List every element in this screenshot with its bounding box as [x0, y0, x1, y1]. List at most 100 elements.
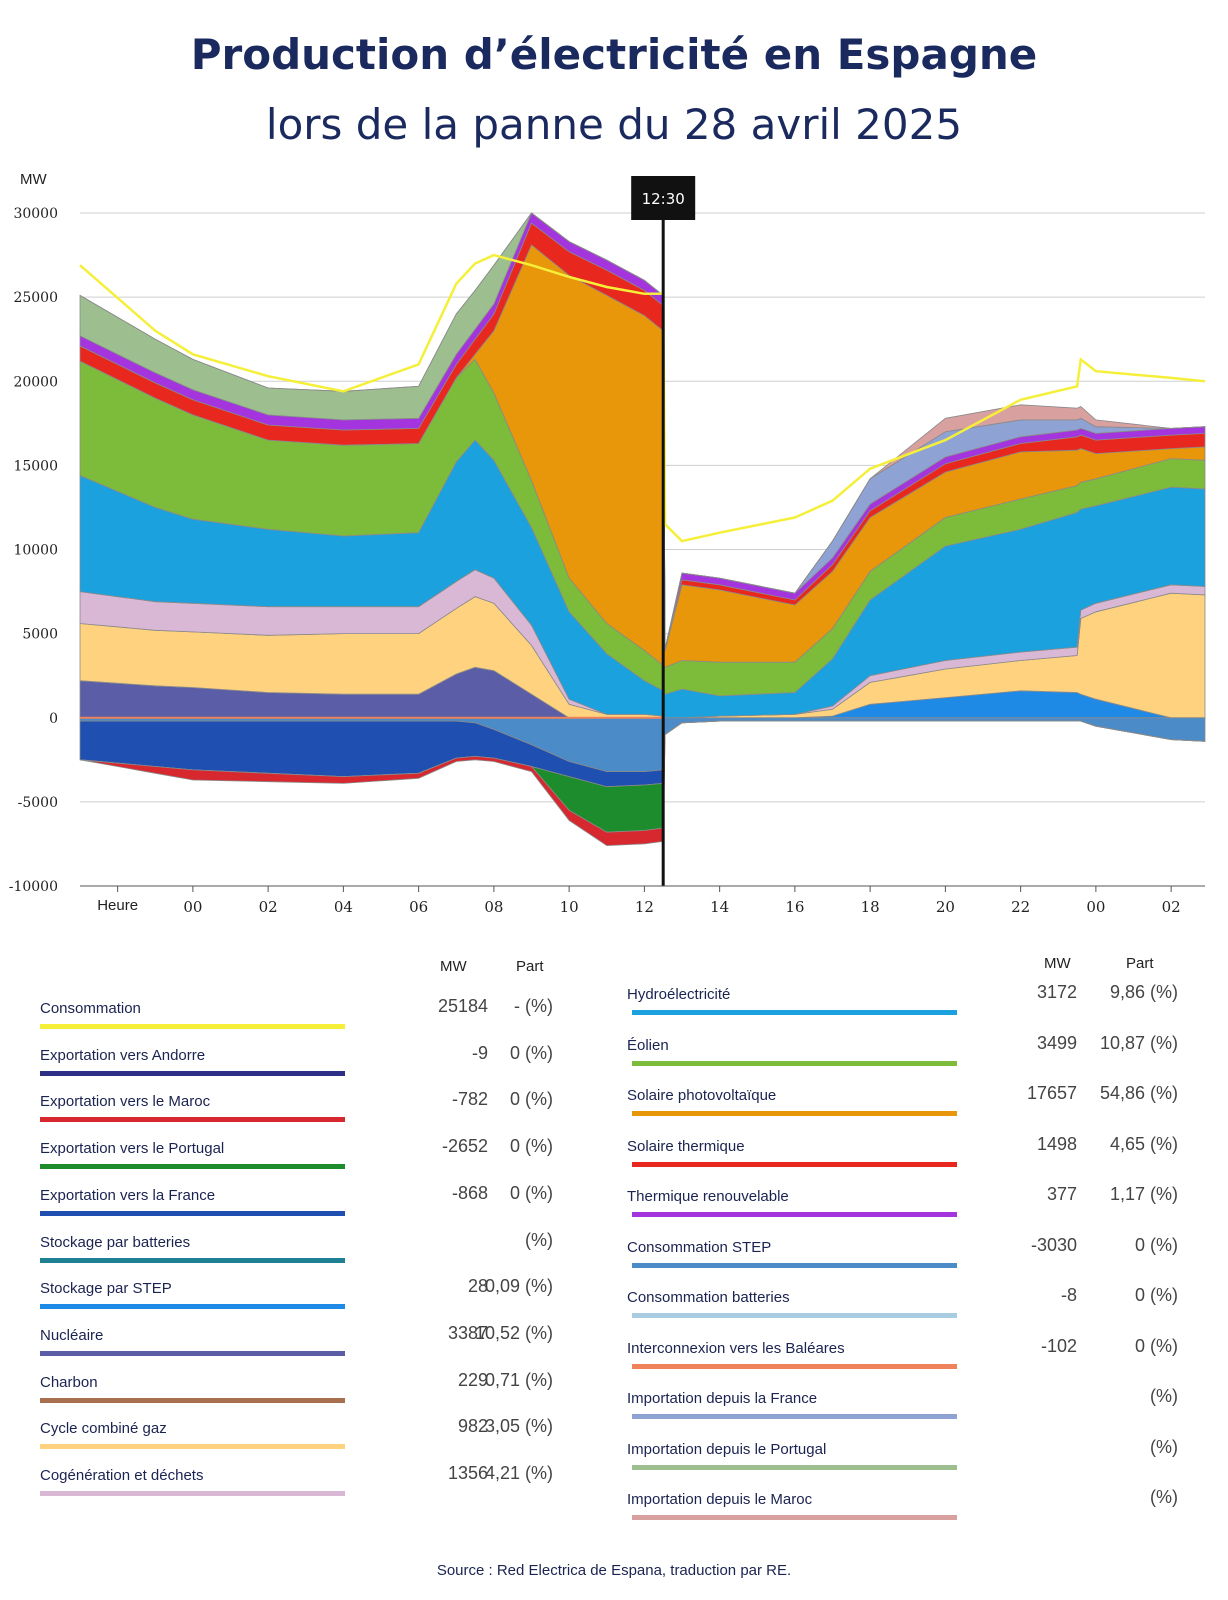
legend-label-consommation-batteries: Consommation batteries [627, 1289, 790, 1306]
chart-subtitle: lors de la panne du 28 avril 2025 [265, 100, 963, 149]
legend-part-thermique-renouvelable: 1,17 (%) [1109, 1184, 1178, 1204]
legend-part-nucleaire: 10,52 (%) [474, 1322, 553, 1343]
legend-label-exportation-vers-le-maroc: Exportation vers le Maroc [40, 1093, 211, 1111]
part-header-right: Part [1126, 955, 1154, 972]
legend-swatch-importation-depuis-le-portugal [632, 1464, 957, 1470]
legend-part-charbon: 0,71 (%) [484, 1369, 553, 1390]
legend-mw-interconnexion-vers-les-baleares: -102 [1040, 1335, 1077, 1356]
legend-swatch-consommation-batteries [632, 1313, 957, 1318]
legend-mw-hydroelectricite: 3172 [1036, 982, 1077, 1002]
y-tick-label: 20000 [13, 374, 58, 390]
marker-label: 12:30 [642, 190, 685, 208]
legend-label-cycle-combine-gaz: Cycle combiné gaz [40, 1420, 167, 1438]
y-tick-label: 25000 [13, 290, 58, 306]
legend-label-importation-depuis-le-maroc: Importation depuis le Maroc [627, 1491, 813, 1508]
legend-label-exportation-vers-la-france: Exportation vers la France [40, 1186, 216, 1204]
legend-mw-eolien: 3499 [1036, 1032, 1077, 1053]
legend-label-importation-depuis-le-portugal: Importation depuis le Portugal [627, 1440, 827, 1458]
x-tick-label: 00 [183, 898, 202, 916]
mw-header-left: MW [440, 958, 467, 975]
x-axis-label: Heure [97, 897, 138, 914]
y-tick-label: 5000 [22, 627, 58, 643]
y-tick-label: 15000 [13, 458, 58, 474]
legend-part-exportation-vers-le-maroc: 0 (%) [509, 1089, 553, 1110]
legend-part-exportation-vers-andorre: 0 (%) [509, 1042, 553, 1063]
legend-swatch-consommation [40, 1024, 345, 1029]
legend-part-hydroelectricite: 9,86 (%) [1109, 982, 1178, 1002]
legend-label-charbon: Charbon [40, 1373, 98, 1391]
legend-swatch-cycle-combine-gaz [40, 1444, 345, 1450]
y-axis-label: MW [20, 171, 47, 188]
y-tick-label: 10000 [13, 543, 58, 559]
legend-swatch-exportation-vers-la-france [40, 1210, 345, 1216]
legend-swatch-interconnexion-vers-les-baleares [632, 1363, 957, 1369]
legend-mw-charbon: 229 [457, 1369, 488, 1390]
legend-part-exportation-vers-le-portugal: 0 (%) [509, 1136, 553, 1157]
legend-swatch-exportation-vers-le-maroc [40, 1117, 345, 1123]
legend-label-solaire-photovoltaique: Solaire photovoltaïque [627, 1087, 777, 1104]
legend-part-importation-depuis-le-maroc: (%) [1150, 1487, 1178, 1507]
area-exportation-vers-le-maroc [79, 720, 1206, 847]
legend-part-stockage-par-step: 0,09 (%) [484, 1276, 553, 1297]
legend-label-consommation-step: Consommation STEP [627, 1238, 772, 1256]
y-tick-label: -10000 [9, 879, 58, 895]
legend-mw-consommation: 25184 [437, 996, 488, 1016]
y-tick-label: -5000 [18, 795, 58, 811]
legend-mw-nucleaire: 3387 [447, 1322, 488, 1343]
legend-label-cogeneration-et-dechets: Cogénération et déchets [40, 1467, 204, 1484]
legend-label-importation-depuis-la-france: Importation depuis la France [627, 1390, 818, 1407]
chart-title: Production d’électricité en Espagne [190, 30, 1038, 79]
source-note: Source : Red Electrica de Espana, traduc… [436, 1562, 792, 1579]
legend-label-stockage-par-step: Stockage par STEP [40, 1280, 172, 1298]
legend-mw-consommation-step: -3030 [1030, 1234, 1077, 1255]
legend-mw-solaire-photovoltaique: 17657 [1026, 1083, 1077, 1103]
legend-label-eolien: Éolien [627, 1036, 669, 1054]
legend-part-importation-depuis-la-france: (%) [1150, 1386, 1178, 1406]
x-tick-label: 04 [334, 898, 353, 916]
legend-swatch-hydroelectricite [632, 1010, 957, 1015]
legend-mw-stockage-par-step: 28 [467, 1276, 488, 1297]
legend-mw-thermique-renouvelable: 377 [1046, 1184, 1077, 1204]
y-tick-label: 0 [49, 711, 58, 727]
legend-swatch-importation-depuis-la-france [632, 1414, 957, 1419]
marker-label-box [631, 176, 696, 220]
legend-label-hydroelectricite: Hydroélectricité [627, 986, 731, 1003]
x-tick-label: 08 [484, 898, 503, 916]
stacked-area-chart: 30000 25000 20000 15000 10000 5000 0 -5000 -1000… [9, 171, 1206, 916]
legend-swatch-nucleaire [40, 1350, 345, 1356]
legend-mw-exportation-vers-le-portugal: -2652 [441, 1136, 488, 1157]
legend-mw-cycle-combine-gaz: 982 [457, 1416, 488, 1437]
x-tick-label: 02 [259, 898, 278, 916]
legend-label-consommation: Consommation [40, 1000, 141, 1017]
legend-label-solaire-thermique: Solaire thermique [627, 1137, 745, 1155]
legend-swatch-exportation-vers-le-portugal [40, 1164, 345, 1170]
legend-swatch-stockage-par-step [40, 1304, 345, 1310]
x-tick-label: 22 [1011, 898, 1030, 916]
legend-label-thermique-renouvelable: Thermique renouvelable [627, 1188, 789, 1205]
legend-swatch-charbon [40, 1397, 345, 1403]
legend-label-interconnexion-vers-les-baleares: Interconnexion vers les Baléares [627, 1339, 845, 1357]
legend-part-interconnexion-vers-les-baleares: 0 (%) [1134, 1335, 1178, 1356]
legend-swatch-consommation-step [632, 1262, 957, 1268]
area-importation-depuis-le-maroc [79, 212, 1206, 649]
legend-swatch-importation-depuis-le-maroc [632, 1515, 957, 1520]
legend-label-stockage-par-batteries: Stockage par batteries [40, 1233, 191, 1251]
legend-part-stockage-par-batteries: (%) [525, 1229, 553, 1250]
legend-part-cycle-combine-gaz: 3,05 (%) [484, 1416, 553, 1437]
legend-mw-exportation-vers-andorre: -9 [471, 1042, 488, 1063]
legend-part-exportation-vers-la-france: 0 (%) [509, 1182, 553, 1203]
legend-part-eolien: 10,87 (%) [1099, 1032, 1178, 1053]
x-tick-label: 14 [710, 898, 729, 916]
legend-part-consommation-batteries: 0 (%) [1134, 1285, 1178, 1305]
mw-header-right: MW [1044, 955, 1071, 972]
x-tick-label: 00 [1086, 898, 1105, 916]
legend-part-consommation: - (%) [514, 996, 553, 1016]
x-tick-label: 16 [785, 898, 804, 916]
legend-swatch-cogeneration-et-dechets [40, 1491, 345, 1496]
x-tick-label: 18 [861, 898, 880, 916]
legend-part-importation-depuis-le-portugal: (%) [1150, 1436, 1178, 1457]
legend-swatch-thermique-renouvelable [632, 1212, 957, 1217]
legend-part-cogeneration-et-dechets: 4,21 (%) [484, 1463, 553, 1483]
part-header-left: Part [516, 958, 544, 975]
legend-label-exportation-vers-le-portugal: Exportation vers le Portugal [40, 1140, 225, 1158]
